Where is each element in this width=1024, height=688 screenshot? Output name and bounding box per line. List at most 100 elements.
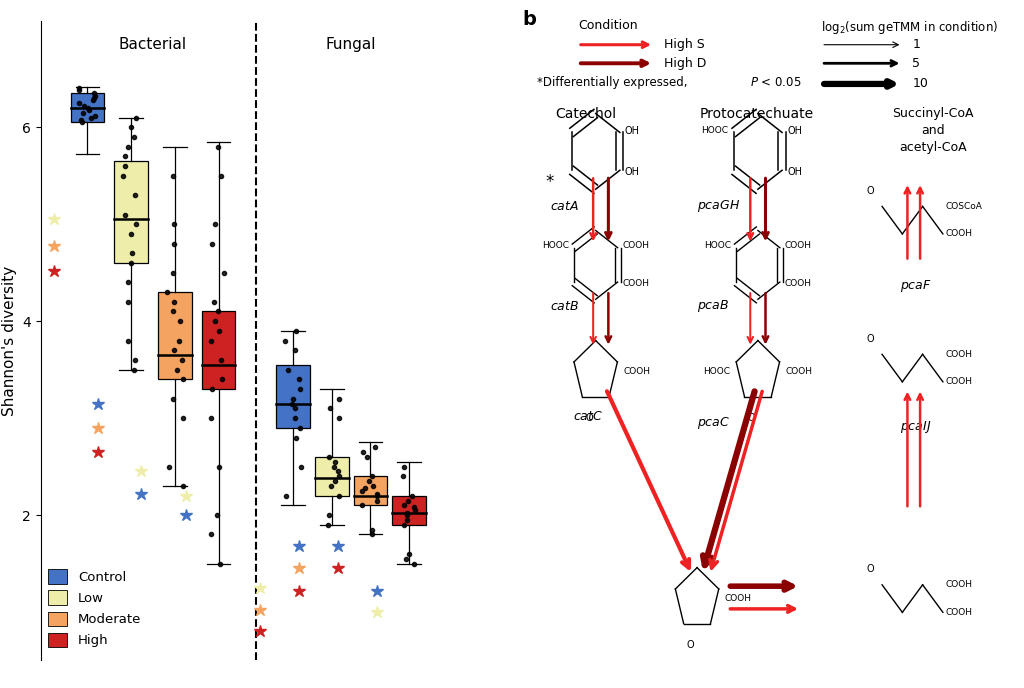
Point bbox=[81, 105, 97, 116]
Point bbox=[212, 558, 228, 569]
Point bbox=[323, 480, 339, 491]
Text: $\it{pcaB}$: $\it{pcaB}$ bbox=[697, 298, 729, 314]
Point bbox=[355, 447, 372, 458]
Point bbox=[166, 297, 182, 308]
Point bbox=[403, 490, 420, 501]
Point bbox=[123, 122, 139, 133]
Point bbox=[281, 364, 297, 375]
Point bbox=[165, 394, 181, 405]
Point bbox=[292, 422, 308, 433]
Point bbox=[166, 219, 182, 230]
Point bbox=[175, 374, 191, 385]
Text: Fungal: Fungal bbox=[326, 37, 376, 52]
Point bbox=[213, 170, 229, 181]
Text: O: O bbox=[867, 186, 874, 196]
Point bbox=[165, 306, 181, 317]
Text: COOH: COOH bbox=[945, 377, 973, 387]
Bar bbox=[202, 312, 236, 389]
Y-axis label: Shannon's diversity: Shannon's diversity bbox=[2, 266, 16, 416]
Point bbox=[117, 151, 133, 162]
Point bbox=[74, 117, 90, 128]
Point bbox=[287, 413, 303, 424]
Point bbox=[399, 495, 416, 506]
Point bbox=[293, 461, 309, 472]
Point bbox=[327, 475, 343, 486]
Point bbox=[72, 85, 88, 96]
Text: COOH: COOH bbox=[785, 367, 812, 376]
Text: Bacterial: Bacterial bbox=[119, 37, 186, 52]
Text: O: O bbox=[585, 413, 593, 423]
Text: HOOC: HOOC bbox=[701, 126, 729, 135]
Point bbox=[115, 170, 131, 181]
Point bbox=[166, 345, 182, 356]
Point bbox=[288, 432, 304, 443]
Point bbox=[76, 100, 92, 111]
Point bbox=[395, 461, 412, 472]
Text: Protocatechuate: Protocatechuate bbox=[699, 107, 814, 120]
Point bbox=[406, 558, 422, 569]
Point bbox=[211, 461, 227, 472]
Point bbox=[370, 490, 386, 501]
Point bbox=[117, 160, 133, 171]
Point bbox=[174, 354, 190, 365]
Text: 10: 10 bbox=[912, 78, 929, 90]
Point bbox=[203, 413, 219, 424]
Point bbox=[87, 110, 103, 121]
Bar bbox=[158, 292, 191, 379]
Point bbox=[203, 529, 219, 540]
Point bbox=[175, 413, 191, 424]
Point bbox=[278, 490, 294, 501]
Text: *: * bbox=[546, 173, 554, 191]
Point bbox=[326, 461, 342, 472]
Text: $\it{pcaIJ}$: $\it{pcaIJ}$ bbox=[900, 418, 931, 435]
Text: COOH: COOH bbox=[623, 241, 649, 250]
Point bbox=[209, 510, 225, 521]
Point bbox=[204, 238, 220, 249]
Point bbox=[165, 267, 181, 278]
Point bbox=[123, 257, 139, 268]
Bar bbox=[115, 161, 147, 263]
Point bbox=[204, 383, 220, 394]
Point bbox=[398, 553, 415, 564]
Point bbox=[408, 505, 424, 516]
Point bbox=[213, 354, 229, 365]
Point bbox=[165, 238, 181, 249]
Point bbox=[126, 364, 142, 375]
Point bbox=[210, 141, 226, 152]
Text: b: b bbox=[522, 10, 536, 30]
Text: COOH: COOH bbox=[623, 367, 650, 376]
Point bbox=[171, 335, 187, 346]
Point bbox=[127, 219, 143, 230]
Point bbox=[364, 471, 380, 482]
Legend: Control, Low, Moderate, High: Control, Low, Moderate, High bbox=[47, 569, 141, 647]
Text: 5: 5 bbox=[912, 57, 921, 69]
Point bbox=[359, 451, 376, 462]
Text: COOH: COOH bbox=[623, 279, 649, 288]
Point bbox=[360, 475, 377, 486]
Text: $\it{pcaC}$: $\it{pcaC}$ bbox=[697, 415, 730, 431]
Point bbox=[203, 335, 219, 346]
Text: Condition: Condition bbox=[578, 19, 638, 32]
Point bbox=[75, 107, 91, 118]
Point bbox=[278, 335, 294, 346]
Point bbox=[83, 112, 99, 123]
Text: O: O bbox=[686, 640, 694, 650]
Text: HOOC: HOOC bbox=[542, 241, 569, 250]
Point bbox=[120, 141, 136, 152]
Text: Succinyl-CoA: Succinyl-CoA bbox=[892, 107, 974, 120]
Point bbox=[127, 190, 143, 201]
Text: $\it{pcaGH}$: $\it{pcaGH}$ bbox=[697, 198, 740, 215]
Point bbox=[321, 519, 337, 530]
Text: COOH: COOH bbox=[945, 608, 973, 617]
Text: COOH: COOH bbox=[724, 594, 752, 603]
Point bbox=[401, 548, 418, 559]
Point bbox=[331, 471, 347, 482]
Text: $\it{pcaF}$: $\it{pcaF}$ bbox=[900, 277, 932, 294]
Point bbox=[206, 297, 222, 308]
Point bbox=[331, 394, 347, 405]
Text: OH: OH bbox=[625, 125, 640, 136]
Point bbox=[71, 98, 87, 109]
Text: acetyl-CoA: acetyl-CoA bbox=[899, 141, 967, 154]
Point bbox=[327, 456, 343, 467]
Text: HOOC: HOOC bbox=[705, 241, 731, 250]
